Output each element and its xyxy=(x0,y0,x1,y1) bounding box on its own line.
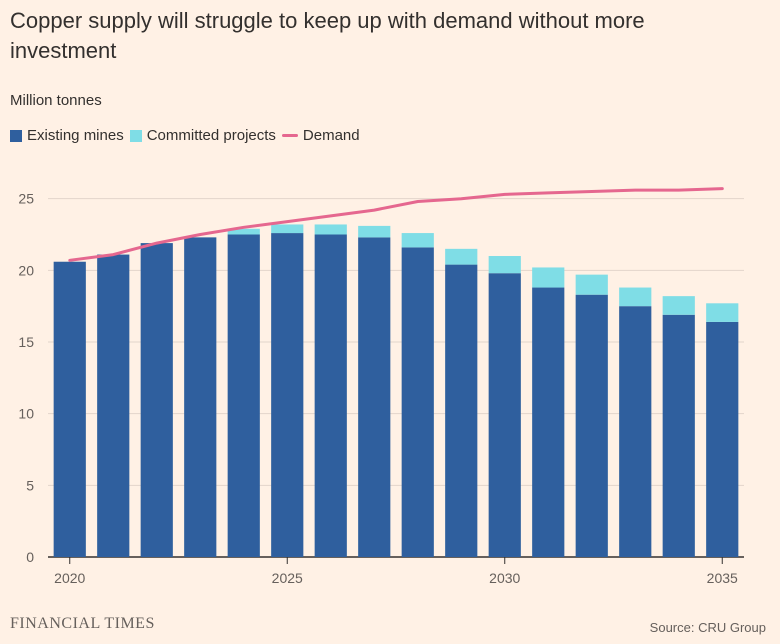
bar-committed-projects-2030 xyxy=(488,256,521,274)
bar-committed-projects-2033 xyxy=(619,287,652,307)
bar-existing-mines-2023 xyxy=(184,237,217,557)
bar-existing-mines-2030 xyxy=(488,273,521,557)
bar-existing-mines-2021 xyxy=(97,254,130,558)
legend-item-demand: Demand xyxy=(281,127,360,144)
x-tick-label-2030: 2030 xyxy=(489,570,520,586)
legend-label-existing-mines: Existing mines xyxy=(27,127,124,144)
legend-swatch-demand xyxy=(281,134,298,137)
bar-existing-mines-2024 xyxy=(227,234,260,557)
bar-committed-projects-2028 xyxy=(401,233,434,248)
legend-label-demand: Demand xyxy=(302,127,360,144)
bar-committed-projects-2024 xyxy=(227,228,260,235)
legend-swatch-committed-projects xyxy=(129,129,142,142)
legend: Existing mines Committed projects Demand xyxy=(10,127,366,144)
bar-existing-mines-2029 xyxy=(445,264,478,557)
x-tick-label-2035: 2035 xyxy=(707,570,738,586)
bar-existing-mines-2028 xyxy=(401,247,434,557)
bar-existing-mines-2025 xyxy=(271,233,304,558)
y-tick-label-25: 25 xyxy=(18,191,34,207)
brand-logo: FINANCIAL TIMES xyxy=(10,615,155,632)
bar-existing-mines-2020 xyxy=(53,261,86,557)
y-tick-labels: 0 5 10 15 20 25 xyxy=(18,191,34,565)
bar-committed-projects-2025 xyxy=(271,224,304,234)
x-axis: 2020 2025 2030 2035 xyxy=(54,557,738,586)
x-tick-label-2020: 2020 xyxy=(54,570,85,586)
y-tick-label-0: 0 xyxy=(26,549,34,565)
y-tick-label-10: 10 xyxy=(18,406,34,422)
y-axis-label: Million tonnes xyxy=(10,92,102,109)
bar-existing-mines-2026 xyxy=(314,234,347,557)
legend-item-committed-projects: Committed projects xyxy=(129,127,276,144)
bar-committed-projects-2035 xyxy=(706,303,739,322)
legend-item-existing-mines: Existing mines xyxy=(10,127,124,144)
bar-existing-mines-2031 xyxy=(532,287,565,557)
bar-existing-mines-2022 xyxy=(140,243,173,557)
bar-committed-projects-2026 xyxy=(314,224,347,235)
y-tick-label-5: 5 xyxy=(26,477,34,493)
source-note: Source: CRU Group xyxy=(649,620,766,635)
demand-line xyxy=(68,187,724,262)
bar-existing-mines-2027 xyxy=(358,237,391,557)
x-tick-label-2025: 2025 xyxy=(272,570,303,586)
demand-line-group xyxy=(68,187,724,262)
y-tick-label-15: 15 xyxy=(18,334,34,350)
bar-committed-projects-2027 xyxy=(358,225,391,238)
chart-title: Copper supply will struggle to keep up w… xyxy=(10,8,645,63)
bars xyxy=(53,224,739,558)
bar-committed-projects-2031 xyxy=(532,267,565,288)
bar-existing-mines-2032 xyxy=(575,294,608,557)
legend-swatch-existing-mines xyxy=(10,129,22,142)
bar-committed-projects-2034 xyxy=(662,296,695,315)
bar-existing-mines-2035 xyxy=(706,321,739,557)
bar-existing-mines-2034 xyxy=(662,314,695,557)
bar-existing-mines-2033 xyxy=(619,306,652,557)
bar-committed-projects-2032 xyxy=(575,274,608,295)
bar-committed-projects-2029 xyxy=(445,248,478,265)
y-tick-label-20: 20 xyxy=(18,262,34,278)
legend-label-committed-projects: Committed projects xyxy=(146,127,276,144)
